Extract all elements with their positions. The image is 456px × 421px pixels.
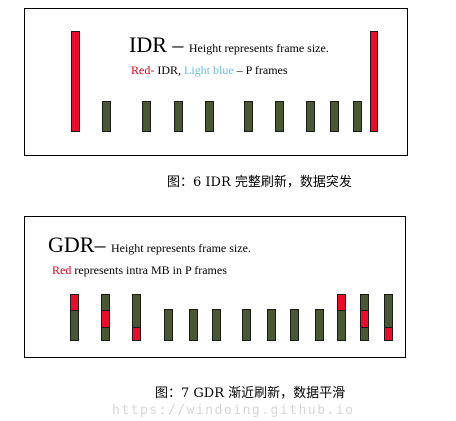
gdr-p-frame bbox=[70, 294, 79, 341]
p-segment bbox=[102, 295, 109, 310]
idr-title: IDR – Height represents frame size. bbox=[129, 34, 329, 59]
idr-legend-red: Red- bbox=[131, 63, 155, 77]
idr-p-frame bbox=[102, 101, 111, 132]
gdr-p-frame bbox=[132, 294, 141, 341]
idr-p-frame bbox=[142, 101, 151, 132]
idr-p-frame bbox=[205, 101, 214, 132]
p-segment bbox=[338, 310, 345, 340]
intra-mb-segment bbox=[361, 310, 368, 327]
gdr-title-sub: Height represents frame size. bbox=[110, 241, 251, 255]
p-segment bbox=[102, 327, 109, 340]
idr-p-frame bbox=[330, 101, 339, 132]
intra-mb-segment bbox=[338, 295, 345, 310]
idr-legend-rest: – P frames bbox=[236, 63, 288, 77]
gdr-p-frame bbox=[212, 309, 221, 341]
intra-mb-segment bbox=[385, 327, 392, 340]
gdr-p-frame bbox=[290, 309, 299, 341]
gdr-legend-red: Red bbox=[52, 263, 72, 277]
idr-legend-lightblue: Light blue bbox=[184, 63, 234, 77]
idr-caption: 图：6 IDR 完整刷新，数据突发 bbox=[167, 175, 352, 190]
idr-diagram-box: IDR – Height represents frame size. Red-… bbox=[24, 8, 408, 156]
gdr-diagram-box: GDR– Height represents frame size. Red r… bbox=[24, 216, 406, 358]
p-segment bbox=[361, 327, 368, 340]
gdr-title: GDR– Height represents frame size. bbox=[48, 234, 251, 259]
gdr-legend-rest: represents intra MB in P frames bbox=[74, 263, 227, 277]
idr-p-frame bbox=[174, 101, 183, 132]
gdr-title-main: GDR– bbox=[48, 232, 106, 257]
idr-p-frame bbox=[353, 101, 362, 132]
idr-legend: Red- IDR, Light blue – P frames bbox=[131, 63, 288, 77]
idr-p-frame bbox=[244, 101, 253, 132]
idr-title-main: IDR – bbox=[129, 32, 184, 57]
gdr-p-frame bbox=[189, 309, 198, 341]
gdr-p-frame bbox=[337, 294, 346, 341]
idr-i-frame bbox=[370, 31, 378, 132]
idr-title-sub: Height represents frame size. bbox=[188, 41, 329, 55]
intra-mb-segment bbox=[102, 310, 109, 327]
gdr-p-frame bbox=[242, 309, 251, 341]
gdr-p-frame bbox=[360, 294, 369, 341]
gdr-legend: Red represents intra MB in P frames bbox=[52, 263, 227, 277]
idr-p-frame bbox=[306, 101, 315, 132]
gdr-p-frame bbox=[384, 294, 393, 341]
gdr-p-frame bbox=[315, 309, 324, 341]
gdr-p-frame bbox=[267, 309, 276, 341]
gdr-caption: 图：7 GDR 渐近刷新，数据平滑 bbox=[155, 386, 346, 401]
p-segment bbox=[71, 310, 78, 340]
intra-mb-segment bbox=[133, 327, 140, 340]
intra-mb-segment bbox=[71, 295, 78, 310]
watermark: https://windoing.github.io bbox=[112, 403, 355, 418]
idr-i-frame bbox=[71, 31, 80, 132]
gdr-p-frame bbox=[101, 294, 110, 341]
idr-legend-idr: IDR, bbox=[157, 63, 181, 77]
p-segment bbox=[133, 295, 140, 327]
p-segment bbox=[361, 295, 368, 310]
idr-p-frame bbox=[275, 101, 284, 132]
gdr-p-frame bbox=[164, 309, 173, 341]
p-segment bbox=[385, 295, 392, 327]
